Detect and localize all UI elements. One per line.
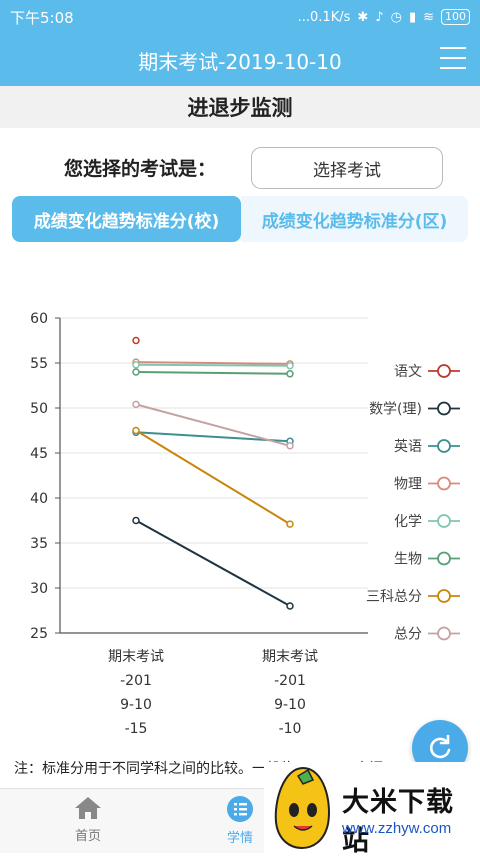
status-bar: 下午5:08 ...0.1K/s ✱ ♪ ◷ ▮ ≋ 100: [0, 0, 480, 34]
series-line: [135, 429, 291, 525]
status-indicators: ...0.1K/s ✱ ♪ ◷ ▮ ≋ 100: [298, 9, 470, 25]
nav-home-label: 首页: [74, 829, 101, 844]
legend-label: 总分: [394, 627, 422, 643]
alarm-icon: ◷: [390, 9, 402, 25]
legend-marker: [437, 364, 451, 378]
y-tick-label: 25: [30, 626, 48, 642]
menu-icon[interactable]: [440, 47, 466, 69]
home-icon: [75, 797, 101, 819]
watermark-url: www.zzhyw.com: [342, 820, 452, 837]
data-point: [132, 336, 140, 345]
y-tick-label: 40: [30, 491, 48, 507]
nav-bar: 期末考试-2019-10-10: [0, 34, 480, 86]
x-tick-label: 9-10: [274, 697, 306, 713]
legend-marker: [437, 514, 451, 528]
trend-chart: 60 55 50 45 40 35 30 25 期末考试 -201 9-10 -15 期末考试 -201 9…: [30, 311, 460, 737]
x-tick-label: 期末考试: [108, 649, 164, 665]
mute-icon: ♪: [375, 9, 384, 25]
series-line: [135, 363, 291, 367]
data-point: [132, 400, 140, 409]
x-tick-label: -15: [125, 721, 148, 737]
legend-marker: [437, 551, 451, 566]
exam-select-label: 您选择的考试是：: [64, 158, 217, 180]
section-header: 进退步监测: [0, 86, 480, 128]
legend-marker: [437, 589, 451, 603]
data-point: [132, 368, 140, 376]
trend-tabs: 成绩变化趋势标准分(校) 成绩变化趋势标准分(区): [12, 196, 468, 242]
refresh-icon: [429, 734, 451, 759]
data-point: [286, 370, 294, 378]
y-tick-label: 30: [30, 581, 48, 597]
data-point: [132, 516, 140, 525]
list-icon: [227, 796, 253, 822]
data-point: [286, 602, 294, 610]
legend-label: 化学: [394, 514, 422, 530]
bluetooth-icon: ✱: [357, 9, 369, 25]
legend-marker: [437, 401, 451, 416]
nav-home[interactable]: 首页: [48, 795, 128, 844]
nav-study[interactable]: 学情: [200, 795, 280, 846]
network-speed: ...0.1K/s: [297, 9, 351, 25]
legend-label: 生物: [394, 552, 422, 568]
wifi-icon: ≋: [423, 9, 434, 25]
data-point: [132, 361, 140, 369]
legend-marker: [437, 476, 451, 491]
series-line: [135, 403, 291, 447]
nav-study-label: 学情: [226, 831, 253, 846]
series-line: [135, 519, 291, 607]
data-point: [286, 361, 294, 370]
x-tick-label: 期末考试: [262, 649, 318, 665]
legend-label: 三科总分: [366, 589, 422, 605]
legend-label: 数学(理): [369, 402, 422, 418]
status-time: 下午5:08: [10, 8, 74, 27]
legend-label: 英语: [394, 438, 422, 455]
y-tick-label: 60: [30, 311, 48, 327]
series-line: [135, 371, 291, 375]
tab-school-standard-score[interactable]: 成绩变化趋势标准分(校): [12, 196, 241, 242]
legend-marker: [437, 626, 451, 641]
data-point: [286, 520, 294, 528]
legend-marker: [437, 439, 451, 453]
tab-district-standard-score[interactable]: 成绩变化趋势标准分(区): [241, 196, 468, 242]
data-point: [286, 442, 294, 450]
watermark-title: 大米下载站: [342, 787, 454, 857]
select-exam-button[interactable]: 选择考试: [251, 147, 443, 189]
watermark: 大米下载站 www.zzhyw.com: [264, 762, 480, 857]
y-tick-label: 35: [30, 536, 48, 552]
legend-label: 语文: [394, 364, 422, 380]
watermark-logo: [274, 766, 330, 850]
data-point: [132, 426, 140, 435]
page-title: 期末考试-2019-10-10: [138, 49, 342, 74]
section-title: 进退步监测: [187, 96, 293, 120]
y-tick-label: 45: [30, 446, 48, 462]
x-tick-label: -10: [279, 721, 302, 737]
signal-icon: ▮: [408, 9, 417, 25]
x-tick-label: -201: [120, 673, 152, 689]
x-tick-label: -201: [274, 673, 306, 689]
x-tick-label: 9-10: [120, 697, 152, 713]
y-tick-label: 50: [30, 401, 48, 417]
legend-label: 物理: [394, 477, 422, 493]
y-tick-label: 55: [30, 356, 48, 372]
battery-icon: 100: [441, 9, 470, 25]
exam-select-row: 您选择的考试是： 选择考试: [0, 146, 480, 190]
series-line: [135, 361, 291, 365]
